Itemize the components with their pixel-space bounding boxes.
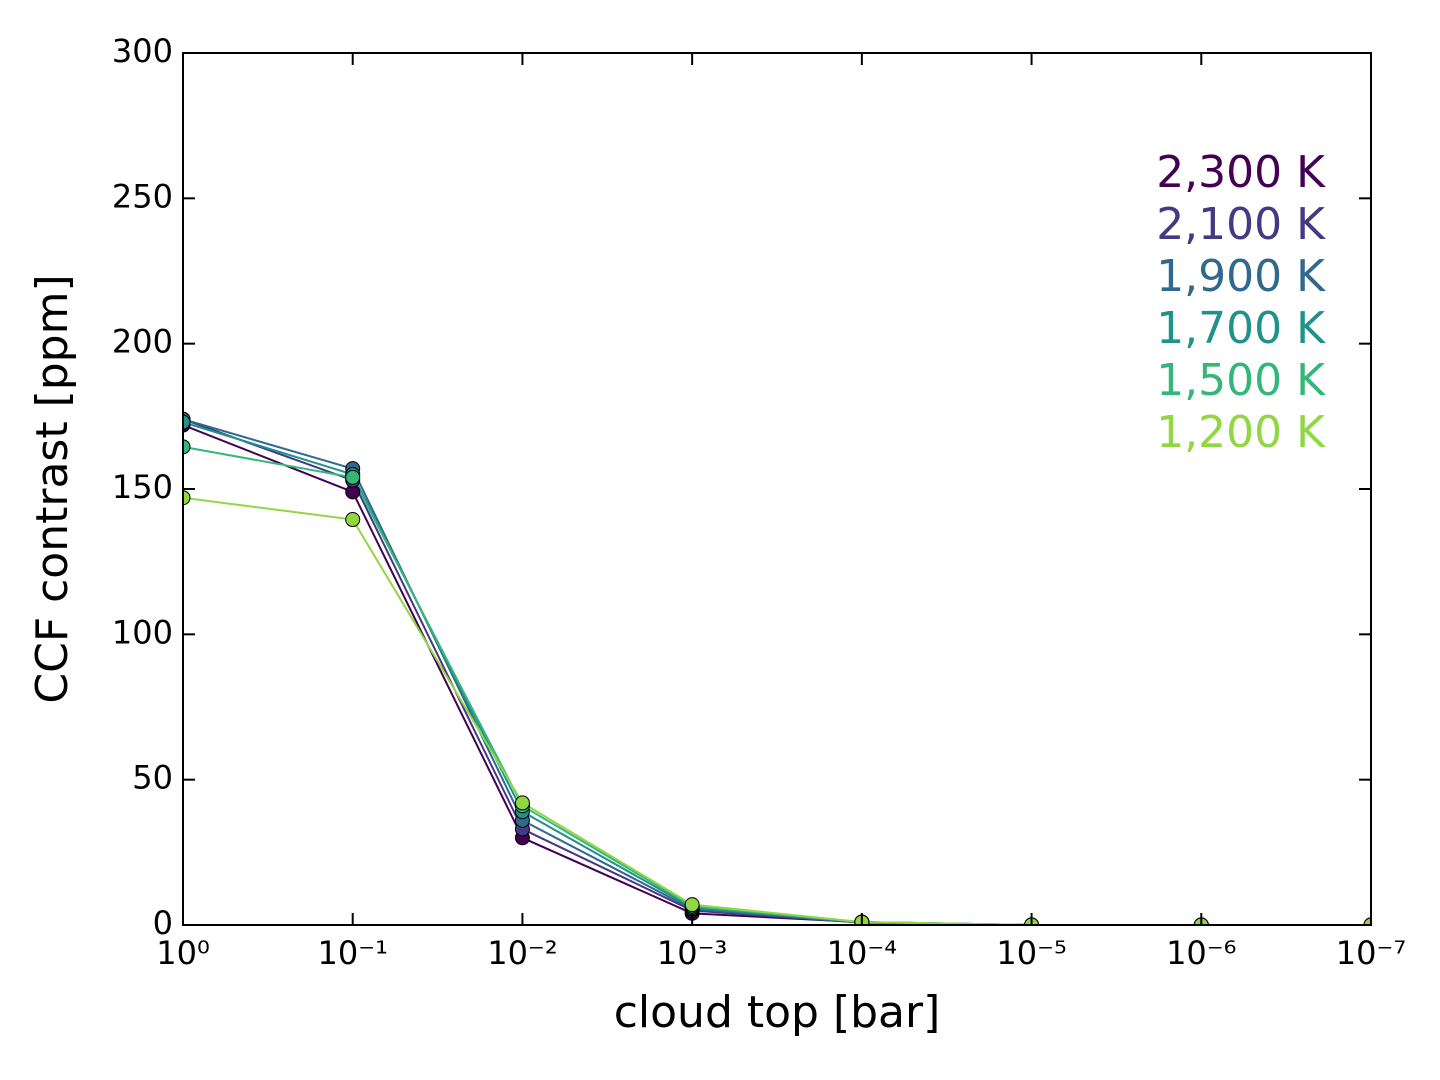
- y-tick-label: 50: [132, 759, 173, 797]
- series-line: [183, 445, 1371, 925]
- y-tick-label: 250: [112, 177, 173, 215]
- y-tick-label: 100: [112, 613, 173, 651]
- series-line: [183, 418, 1371, 925]
- y-axis-label: CCF contrast [ppm]: [27, 274, 78, 703]
- y-tick-label: 0: [153, 904, 173, 942]
- data-point: [183, 490, 191, 506]
- series-line: [183, 496, 1371, 925]
- data-point: [183, 414, 191, 430]
- data-point: [345, 512, 361, 528]
- x-tick-label: 10⁰: [156, 934, 210, 972]
- x-tick-label: 10⁻³: [657, 934, 727, 972]
- legend-entry: 1,500 K: [1156, 355, 1326, 406]
- x-tick-label: 10⁻⁴: [827, 934, 897, 972]
- x-tick-label: 10⁻⁷: [1336, 934, 1406, 972]
- legend-entry: 1,200 K: [1156, 407, 1326, 458]
- plot-area: [183, 411, 1371, 925]
- y-tick-label: 150: [112, 468, 173, 506]
- x-axis-label: cloud top [bar]: [614, 987, 941, 1038]
- x-tick-label: 10⁻⁵: [996, 934, 1066, 972]
- legend-entry: 2,300 K: [1156, 147, 1326, 198]
- data-point: [514, 795, 530, 811]
- x-tick-label: 10⁻¹: [317, 934, 387, 972]
- legend-entry: 2,100 K: [1156, 199, 1326, 250]
- data-point: [345, 469, 361, 485]
- y-tick-label: 200: [112, 323, 173, 361]
- series-line: [183, 424, 1371, 925]
- data-point: [183, 439, 191, 455]
- data-point: [684, 897, 700, 913]
- x-tick-label: 10⁻⁶: [1166, 934, 1236, 972]
- y-tick-label: 300: [112, 32, 173, 70]
- data-point: [1363, 917, 1371, 925]
- x-tick-label: 10⁻²: [487, 934, 557, 972]
- legend-entry: 1,700 K: [1156, 303, 1326, 354]
- legend-entry: 1,900 K: [1156, 251, 1326, 302]
